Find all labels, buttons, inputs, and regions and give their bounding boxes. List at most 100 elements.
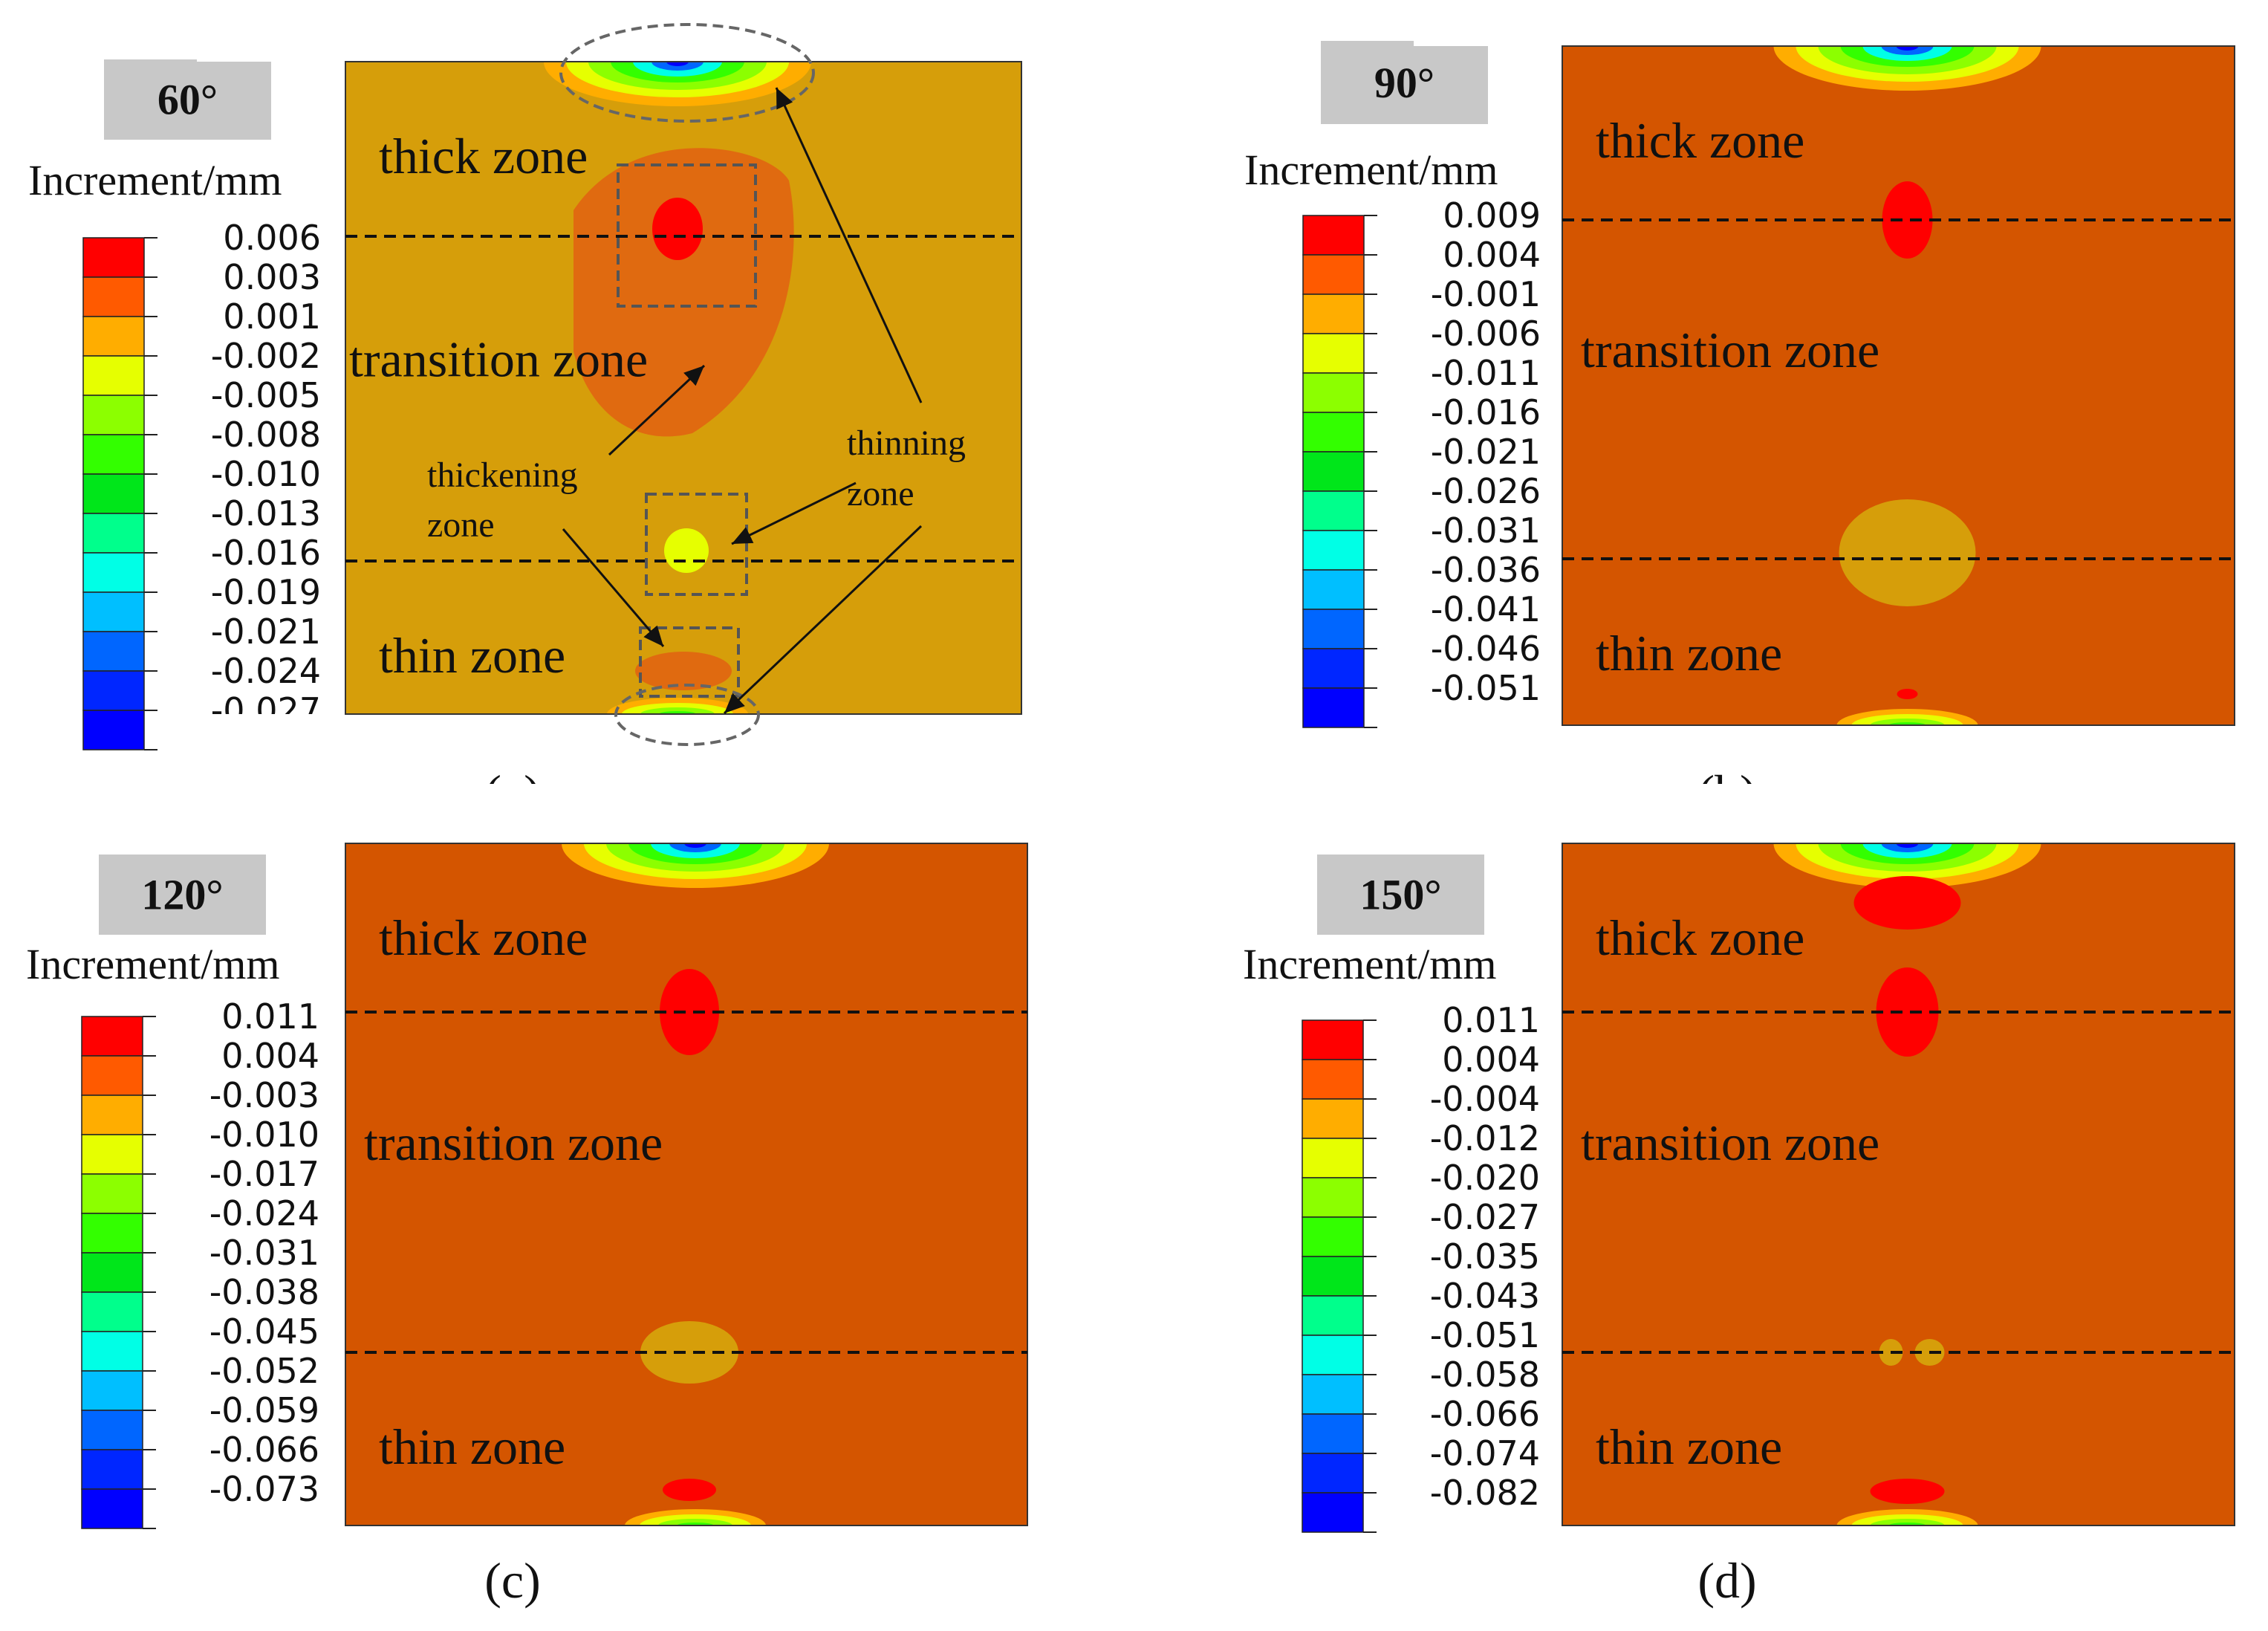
legend-value: 0.001 [223,296,321,337]
legend-swatch [82,631,145,672]
legend-swatch [1302,1492,1364,1533]
legend-value: -0.010 [209,1115,319,1155]
thickening-spot [663,1479,716,1501]
zone-label-thin: thin zone [379,627,565,684]
legend-title: Increment/mm [1244,146,1498,194]
legend-swatch [1302,1019,1364,1060]
annotation-thinning: thinning [847,424,966,463]
thickening-spot [1870,1479,1945,1504]
legend-swatch [1302,1335,1364,1375]
highlight-box [617,163,757,308]
thinning-region [640,1321,738,1384]
legend-value: -0.051 [1431,668,1541,708]
legend-swatch [1302,1374,1364,1415]
highlight-box [645,493,748,596]
legend-value: -0.001 [1431,274,1541,314]
legend-title: Increment/mm [28,156,282,204]
legend-value: 0.004 [1443,235,1541,275]
legend-swatch [81,1173,143,1214]
legend-value: -0.002 [211,336,321,376]
legend-value: -0.058 [1430,1355,1540,1395]
annotation-arrow [562,528,665,647]
legend-swatch [82,591,145,632]
zone-label-thin: thin zone [1596,625,1782,681]
thickening-region [574,148,794,437]
legend-value: -0.052 [209,1351,319,1391]
map-border [1562,45,2235,726]
legend-value: -0.016 [1431,392,1541,432]
thinning-spot [664,528,709,573]
legend-value: 0.004 [1442,1040,1540,1080]
angle-label: 120° [141,870,223,918]
panel-d: 150°Increment/mm0.0110.004-0.004-0.012-0… [1243,784,2268,1609]
legend-value: -0.004 [1430,1079,1540,1119]
legend-swatch [1302,372,1365,413]
color-legend: 0.0110.004-0.003-0.010-0.017-0.024-0.031… [81,996,319,1529]
legend-swatch [81,1291,143,1332]
legend-value: 0.006 [223,218,321,258]
annotation-arrow [731,481,857,545]
legend-swatch [1302,254,1365,295]
legend-value: -0.066 [1430,1394,1540,1434]
legend-title: Increment/mm [1243,940,1496,988]
mask [197,1525,1176,1570]
legend-swatch [82,355,145,396]
legend-value: -0.026 [1431,471,1541,511]
contour-map: thick zone transition zone thin zone [197,784,1176,1570]
legend-swatch [1302,1453,1364,1494]
peak-thickening-spot [660,969,719,1055]
legend-value: -0.041 [1431,589,1541,629]
angle-badge: 150° [1317,855,1484,935]
zone-label-thick: thick zone [1596,909,1804,966]
legend-swatch [1302,451,1365,492]
panel-c: 120°Increment/mm0.0110.004-0.003-0.010-0… [26,784,1176,1609]
highlight-box [639,626,740,698]
zone-label-transition: transition zone [1581,1115,1879,1171]
zone-label-thick: thick zone [1596,112,1804,169]
zone-label-thick: thick zone [379,128,588,184]
legend-swatch [82,513,145,554]
legend-swatch [1302,333,1365,374]
legend-swatch [1302,412,1365,453]
angle-label: 90° [1374,59,1434,107]
map-background [1562,843,2235,1526]
contour-map: thick zone transition zone thin zone [1414,784,2268,1570]
legend-swatch [82,552,145,593]
highlight-oval [614,684,760,746]
legend-value: 0.011 [1442,1000,1540,1040]
legend-value: -0.020 [1430,1158,1540,1198]
legend-swatch [81,1252,143,1293]
annotation-arrow [775,87,923,403]
legend-value: -0.074 [1430,1433,1540,1473]
legend-swatch [1302,1295,1364,1336]
legend-swatch [81,1488,143,1529]
legend-swatch [1302,648,1365,689]
legend-value: -0.013 [211,493,321,534]
legend-value: -0.006 [1431,314,1541,354]
legend-swatch [81,1095,143,1135]
legend-value: -0.043 [1430,1276,1540,1316]
mask [1414,725,2268,770]
legend-swatch [1302,1059,1364,1100]
legend-value: 0.009 [1443,195,1541,236]
zone-label-thin: thin zone [379,1418,565,1475]
thickening-spot [1897,689,1918,699]
mask [197,714,1170,759]
legend-swatch [1302,215,1365,256]
legend-swatch [1302,294,1365,334]
angle-badge-bg [99,855,266,935]
legend-swatch [81,1134,143,1175]
color-legend: 0.0090.004-0.001-0.006-0.011-0.016-0.021… [1302,195,1541,728]
legend-value: -0.073 [209,1469,319,1509]
peak-thickening-spot [1876,967,1939,1057]
legend-swatch [1302,687,1365,728]
legend-swatch [1302,1098,1364,1139]
map-border [1562,843,2235,1526]
legend-swatch [81,1410,143,1450]
legend-swatch [1302,1138,1364,1178]
legend-value: -0.031 [209,1233,319,1273]
legend-swatch [1302,530,1365,571]
zone-label-thin: thin zone [1596,1418,1782,1475]
legend-swatch [81,1331,143,1372]
